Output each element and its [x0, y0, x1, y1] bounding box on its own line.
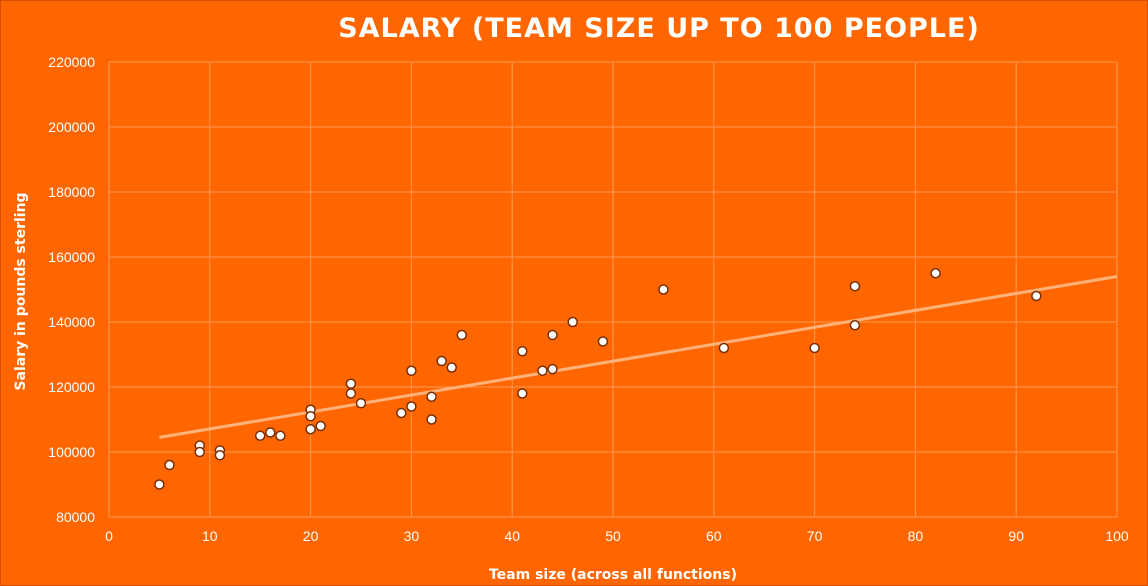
data-point	[718, 342, 730, 354]
x-tick-label: 40	[504, 528, 520, 544]
chart-title: SALARY (TEAM SIZE UP TO 100 PEOPLE)	[338, 13, 980, 44]
data-point	[305, 424, 316, 435]
x-tick-label: 70	[807, 528, 823, 544]
data-point	[436, 355, 447, 367]
x-tick-label: 30	[404, 528, 420, 544]
grid	[108, 61, 1118, 518]
data-point	[1031, 290, 1042, 302]
x-tick-label: 80	[908, 528, 924, 544]
y-tick-labels: 80000 100000 120000 140000 160000 180000 20000…	[48, 54, 95, 525]
data-point	[849, 320, 861, 331]
data-point	[254, 430, 266, 441]
data-point	[406, 365, 417, 376]
y-tick-label: 140000	[48, 314, 95, 330]
x-tick-label: 0	[105, 528, 113, 544]
x-tick-label: 100	[1105, 528, 1129, 544]
data-point	[406, 401, 417, 412]
data-point	[275, 430, 286, 441]
x-tick-label: 20	[303, 528, 319, 544]
data-point	[658, 284, 669, 295]
data-point	[164, 459, 175, 471]
data-point	[567, 316, 578, 328]
data-point	[446, 362, 457, 373]
data-point	[547, 363, 558, 375]
y-tick-label: 100000	[48, 444, 95, 460]
y-tick-label: 120000	[48, 379, 95, 395]
data-point	[517, 388, 528, 399]
data-point	[345, 378, 357, 389]
y-tick-label: 220000	[48, 54, 95, 70]
x-tick-label: 60	[706, 528, 722, 544]
data-point	[396, 407, 407, 419]
x-tick-label: 90	[1008, 528, 1024, 544]
x-axis-label: Team size (across all functions)	[489, 567, 737, 583]
data-point	[426, 414, 437, 425]
trendline	[159, 275, 1118, 439]
data-point	[194, 446, 205, 458]
data-point	[547, 329, 558, 341]
data-point	[154, 479, 165, 490]
y-tick-label: 160000	[48, 249, 95, 265]
data-point	[597, 336, 609, 347]
data-point	[214, 450, 226, 461]
y-tick-label: 180000	[48, 184, 95, 200]
data-point	[809, 342, 820, 354]
data-point	[345, 388, 357, 399]
data-point	[517, 346, 528, 357]
data-point	[305, 411, 316, 422]
data-point	[456, 329, 468, 341]
data-point	[849, 281, 861, 292]
y-axis-label: Salary in pounds sterling	[13, 192, 29, 390]
x-tick-labels: 0 10 20 30 40 50 60 70 80 90 100	[105, 528, 1129, 544]
y-tick-label: 200000	[48, 119, 95, 135]
data-point	[426, 391, 437, 402]
x-tick-label: 10	[202, 528, 218, 544]
x-tick-label: 50	[605, 528, 621, 544]
data-point	[930, 268, 941, 279]
data-point	[315, 420, 326, 432]
data-point	[537, 365, 548, 376]
data-point	[265, 427, 276, 438]
y-tick-label: 80000	[56, 509, 95, 525]
data-points	[154, 268, 1042, 490]
data-point	[355, 398, 367, 409]
